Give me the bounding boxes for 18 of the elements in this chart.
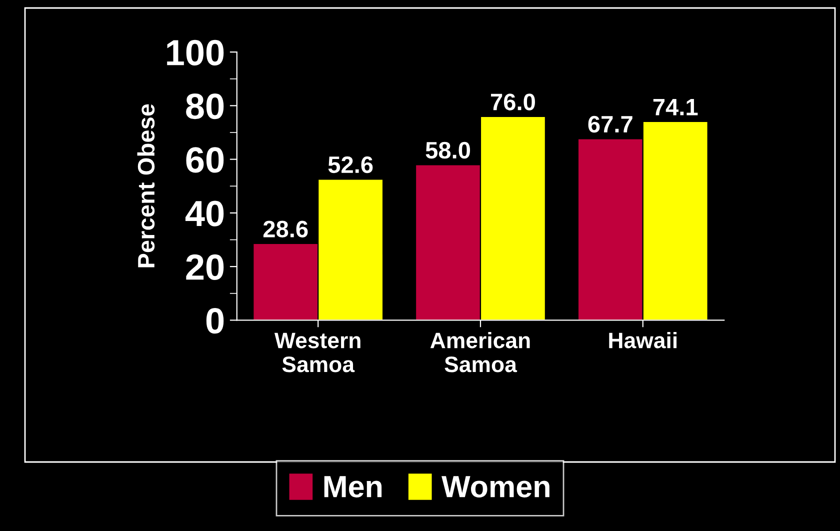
data-label: 58.0	[426, 142, 470, 159]
y-tick-label: 0	[206, 308, 224, 334]
y-tick-label: 60	[186, 147, 224, 173]
y-axis-title: Percent Obese	[137, 104, 155, 268]
data-label: 74.1	[653, 98, 698, 116]
y-tick-label: 20	[186, 254, 224, 280]
x-tick-label: Hawaii	[609, 332, 677, 348]
x-tick-label: American Samoa	[430, 332, 530, 372]
legend-label: Women	[442, 476, 550, 498]
y-tick-label: 80	[186, 94, 224, 120]
legend-label: Men	[324, 476, 382, 498]
data-label: 52.6	[328, 156, 373, 174]
data-label: 28.6	[263, 220, 308, 238]
y-tick-label: 40	[185, 200, 224, 226]
data-label: 76.0	[491, 94, 535, 110]
data-label: 67.7	[588, 116, 632, 133]
y-tick-label: 100	[167, 40, 224, 66]
x-tick-label: Western Samoa	[274, 332, 360, 372]
